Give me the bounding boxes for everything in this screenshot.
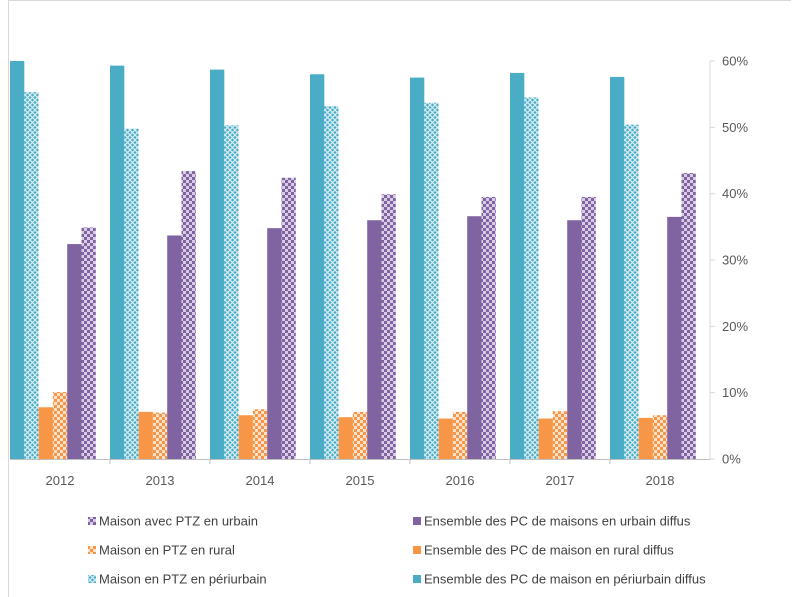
bar-rural_ptz-2014 [252,409,268,459]
bar-urb_ptz-2013 [181,171,196,460]
bar-rural_pc-2014 [238,415,253,459]
bar-urb_pc-2017 [567,220,582,459]
bar-peri_ptz-2016 [424,102,439,459]
bar-peri_pc-2012 [10,61,25,459]
bar-urb_pc-2012 [67,244,82,459]
y-tick-label: 20% [722,319,748,334]
bar-urb_ptz-2014 [281,177,296,459]
bar-urb_ptz-2018 [681,173,696,459]
bar-peri_pc-2013 [110,65,125,459]
bar-rural_ptz-2013 [152,412,168,459]
bar-rural_pc-2012 [38,407,53,459]
legend-label-urb_ptz: Maison avec PTZ en urbain [99,514,258,529]
legend-swatch-urb_ptz [88,517,96,525]
bar-urb_pc-2013 [167,235,182,459]
legend-swatch-peri_ptz [88,575,96,583]
bar-peri_ptz-2012 [24,92,39,460]
x-tick-label: 2018 [646,473,675,488]
y-tick-label: 40% [722,186,748,201]
bar-rural_ptz-2016 [452,411,468,459]
bars [10,61,696,460]
bar-peri_ptz-2013 [124,128,139,459]
bar-peri_ptz-2015 [324,106,339,460]
bar-urb_ptz-2017 [581,196,596,460]
chart-frame [8,0,791,597]
legend-swatch-rural_ptz [88,546,96,554]
bar-urb_pc-2018 [667,216,682,459]
bar-urb_pc-2014 [267,228,282,459]
legend-swatch-rural_pc [413,546,421,554]
x-tick-label: 2014 [246,473,275,488]
y-tick-label: 10% [722,385,748,400]
bar-rural_ptz-2017 [552,411,568,459]
bar-urb_ptz-2012 [81,227,96,459]
bar-rural_pc-2016 [438,418,453,459]
bar-rural_ptz-2015 [352,411,368,459]
legend-swatch-peri_pc [413,575,421,583]
bar-peri_pc-2017 [510,72,525,459]
bar-rural_pc-2017 [538,418,553,459]
bar-rural_pc-2013 [138,411,153,459]
bar-peri_pc-2018 [610,76,625,460]
bar-rural_pc-2018 [638,417,653,459]
bar-rural_ptz-2012 [52,392,68,459]
x-tick-label: 2013 [146,473,175,488]
x-tick-label: 2016 [446,473,475,488]
legend-label-peri_ptz: Maison en PTZ en périurbain [99,572,267,587]
x-tick-label: 2017 [546,473,575,488]
legend-label-rural_pc: Ensemble des PC de maison en rural diffu… [424,543,674,558]
legend-label-rural_ptz: Maison en PTZ en rural [99,543,235,558]
bar-urb_pc-2015 [367,220,382,459]
y-tick-label: 30% [722,253,748,268]
legend-swatch-urb_pc [413,517,421,525]
bar-rural_pc-2015 [338,417,353,459]
x-tick-label: 2012 [46,473,75,488]
legend-label-peri_pc: Ensemble des PC de maison en périurbain … [424,572,706,587]
bar-peri_pc-2014 [210,69,225,460]
axes: 0% 10% 20% 30% 40% 50% 60% 2012 2013 2014 2015 2016… [10,54,748,488]
legend: Maison avec PTZ en urbain Ensemble des PC… [88,514,706,587]
bar-rural_ptz-2018 [652,415,668,459]
y-tick-label: 50% [722,120,748,135]
y-tick-label: 60% [722,54,748,69]
bar-peri_pc-2015 [310,74,325,460]
bar-peri_ptz-2017 [524,97,539,459]
legend-label-urb_pc: Ensemble des PC de maisons en urbain dif… [424,514,691,529]
bar-peri_ptz-2014 [224,125,239,459]
bar-peri_pc-2016 [410,77,425,459]
bar-urb_ptz-2016 [481,196,496,460]
bar-urb_pc-2016 [467,216,482,459]
bar-peri_ptz-2018 [624,124,639,460]
x-tick-label: 2015 [346,473,375,488]
y-tick-label: 0% [722,452,741,467]
bar-urb_ptz-2015 [381,194,396,459]
